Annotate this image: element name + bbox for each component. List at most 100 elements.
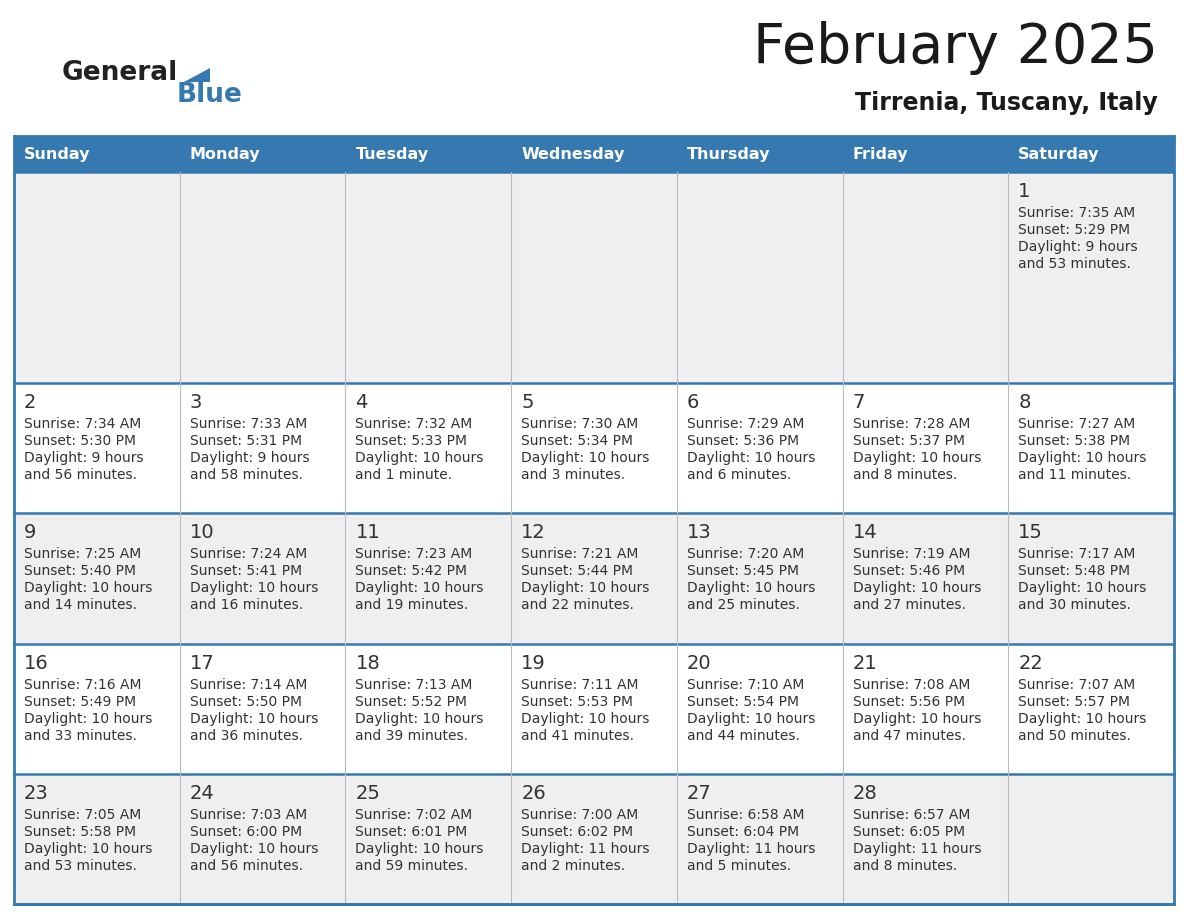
Text: and 25 minutes.: and 25 minutes.	[687, 599, 800, 612]
Bar	[14, 172, 179, 383]
Text: Sunrise: 6:58 AM: Sunrise: 6:58 AM	[687, 808, 804, 822]
Text: Sunrise: 7:20 AM: Sunrise: 7:20 AM	[687, 547, 804, 561]
Text: 22: 22	[1018, 654, 1043, 673]
Bar	[842, 644, 1009, 774]
Bar	[179, 172, 346, 383]
Text: Monday: Monday	[190, 147, 260, 162]
Text: Sunset: 5:42 PM: Sunset: 5:42 PM	[355, 565, 467, 578]
Text: Sunrise: 7:11 AM: Sunrise: 7:11 AM	[522, 677, 639, 691]
Bar	[346, 644, 511, 774]
Text: and 2 minutes.: and 2 minutes.	[522, 858, 625, 873]
Text: and 50 minutes.: and 50 minutes.	[1018, 729, 1131, 743]
Text: and 8 minutes.: and 8 minutes.	[853, 858, 956, 873]
Text: Daylight: 10 hours: Daylight: 10 hours	[24, 711, 152, 725]
Text: Sunset: 5:48 PM: Sunset: 5:48 PM	[1018, 565, 1131, 578]
Text: 23: 23	[24, 784, 49, 802]
Text: 1: 1	[1018, 182, 1031, 201]
Text: and 44 minutes.: and 44 minutes.	[687, 729, 800, 743]
Text: 28: 28	[853, 784, 877, 802]
Text: and 53 minutes.: and 53 minutes.	[24, 858, 137, 873]
Bar	[1009, 644, 1174, 774]
Text: Sunset: 5:58 PM: Sunset: 5:58 PM	[24, 824, 137, 839]
Text: 7: 7	[853, 393, 865, 412]
Text: 2: 2	[24, 393, 37, 412]
Text: Sunset: 5:29 PM: Sunset: 5:29 PM	[1018, 223, 1131, 237]
Text: Sunday: Sunday	[24, 147, 90, 162]
Text: Sunset: 5:38 PM: Sunset: 5:38 PM	[1018, 434, 1131, 448]
Text: Daylight: 10 hours: Daylight: 10 hours	[687, 581, 815, 595]
Text: Sunset: 5:31 PM: Sunset: 5:31 PM	[190, 434, 302, 448]
Text: Thursday: Thursday	[687, 147, 770, 162]
Text: Sunset: 5:54 PM: Sunset: 5:54 PM	[687, 695, 798, 709]
Text: Friday: Friday	[853, 147, 908, 162]
Text: and 27 minutes.: and 27 minutes.	[853, 599, 966, 612]
Text: Daylight: 10 hours: Daylight: 10 hours	[190, 842, 318, 856]
Text: Daylight: 11 hours: Daylight: 11 hours	[687, 842, 815, 856]
Bar	[179, 774, 346, 904]
Text: 10: 10	[190, 523, 214, 543]
Text: Sunrise: 7:05 AM: Sunrise: 7:05 AM	[24, 808, 141, 822]
Text: Daylight: 10 hours: Daylight: 10 hours	[522, 451, 650, 465]
Text: Sunrise: 7:34 AM: Sunrise: 7:34 AM	[24, 417, 141, 431]
Text: Sunrise: 7:35 AM: Sunrise: 7:35 AM	[1018, 206, 1136, 220]
Text: Sunrise: 7:07 AM: Sunrise: 7:07 AM	[1018, 677, 1136, 691]
Text: 6: 6	[687, 393, 700, 412]
Text: 27: 27	[687, 784, 712, 802]
Text: and 16 minutes.: and 16 minutes.	[190, 599, 303, 612]
Bar	[511, 644, 677, 774]
Text: and 59 minutes.: and 59 minutes.	[355, 858, 468, 873]
Text: and 47 minutes.: and 47 minutes.	[853, 729, 966, 743]
Text: Sunrise: 7:23 AM: Sunrise: 7:23 AM	[355, 547, 473, 561]
Bar	[511, 136, 677, 172]
Text: Sunset: 5:40 PM: Sunset: 5:40 PM	[24, 565, 135, 578]
Text: Daylight: 10 hours: Daylight: 10 hours	[687, 711, 815, 725]
Bar	[677, 644, 842, 774]
Text: and 8 minutes.: and 8 minutes.	[853, 468, 956, 482]
Text: Daylight: 9 hours: Daylight: 9 hours	[24, 451, 144, 465]
Text: General: General	[62, 60, 178, 86]
Text: and 6 minutes.: and 6 minutes.	[687, 468, 791, 482]
Text: Sunrise: 7:29 AM: Sunrise: 7:29 AM	[687, 417, 804, 431]
Bar	[677, 383, 842, 513]
Text: and 22 minutes.: and 22 minutes.	[522, 599, 634, 612]
Text: 13: 13	[687, 523, 712, 543]
Text: 20: 20	[687, 654, 712, 673]
Bar	[677, 774, 842, 904]
Text: and 5 minutes.: and 5 minutes.	[687, 858, 791, 873]
Text: 8: 8	[1018, 393, 1031, 412]
Text: Daylight: 11 hours: Daylight: 11 hours	[853, 842, 981, 856]
Text: 11: 11	[355, 523, 380, 543]
Text: Sunrise: 7:10 AM: Sunrise: 7:10 AM	[687, 677, 804, 691]
Text: 5: 5	[522, 393, 533, 412]
Text: Daylight: 10 hours: Daylight: 10 hours	[24, 842, 152, 856]
Text: Daylight: 10 hours: Daylight: 10 hours	[1018, 711, 1146, 725]
Text: 15: 15	[1018, 523, 1043, 543]
Text: Sunset: 5:37 PM: Sunset: 5:37 PM	[853, 434, 965, 448]
Bar	[511, 172, 677, 383]
Text: Daylight: 10 hours: Daylight: 10 hours	[190, 581, 318, 595]
Text: Sunrise: 7:27 AM: Sunrise: 7:27 AM	[1018, 417, 1136, 431]
Text: 21: 21	[853, 654, 877, 673]
Text: Sunrise: 7:00 AM: Sunrise: 7:00 AM	[522, 808, 638, 822]
Text: Sunset: 5:45 PM: Sunset: 5:45 PM	[687, 565, 798, 578]
Text: Sunrise: 7:03 AM: Sunrise: 7:03 AM	[190, 808, 307, 822]
Text: Sunrise: 7:32 AM: Sunrise: 7:32 AM	[355, 417, 473, 431]
Bar	[14, 644, 179, 774]
Text: Sunset: 5:46 PM: Sunset: 5:46 PM	[853, 565, 965, 578]
Text: Daylight: 9 hours: Daylight: 9 hours	[190, 451, 309, 465]
Bar	[511, 774, 677, 904]
Text: Sunset: 6:05 PM: Sunset: 6:05 PM	[853, 824, 965, 839]
Text: Sunset: 5:53 PM: Sunset: 5:53 PM	[522, 695, 633, 709]
Text: Daylight: 10 hours: Daylight: 10 hours	[355, 842, 484, 856]
Bar	[511, 383, 677, 513]
Text: and 53 minutes.: and 53 minutes.	[1018, 257, 1131, 271]
Text: Wednesday: Wednesday	[522, 147, 625, 162]
Text: Daylight: 10 hours: Daylight: 10 hours	[1018, 581, 1146, 595]
Text: 19: 19	[522, 654, 546, 673]
Text: Daylight: 10 hours: Daylight: 10 hours	[687, 451, 815, 465]
Text: 17: 17	[190, 654, 215, 673]
Text: and 41 minutes.: and 41 minutes.	[522, 729, 634, 743]
Text: Sunset: 5:34 PM: Sunset: 5:34 PM	[522, 434, 633, 448]
Text: and 58 minutes.: and 58 minutes.	[190, 468, 303, 482]
Bar	[1009, 383, 1174, 513]
